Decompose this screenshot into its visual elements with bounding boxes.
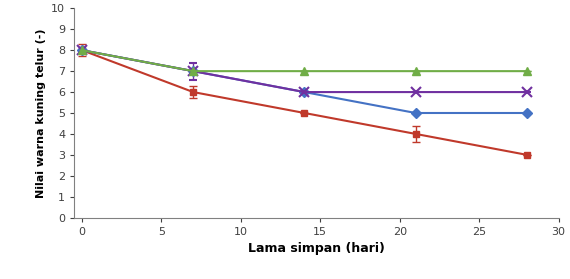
Y-axis label: Nilai warna kuning telur (-): Nilai warna kuning telur (-): [35, 28, 46, 198]
X-axis label: Lama simpan (hari): Lama simpan (hari): [248, 242, 385, 255]
